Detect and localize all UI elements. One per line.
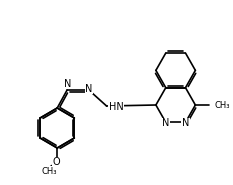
Text: N: N xyxy=(85,84,93,94)
Text: CH₃: CH₃ xyxy=(214,100,230,110)
Text: N: N xyxy=(182,118,189,128)
Text: CH₃: CH₃ xyxy=(41,166,57,176)
Text: O: O xyxy=(52,157,60,167)
Text: N: N xyxy=(64,79,72,89)
Text: HN: HN xyxy=(109,102,123,112)
Text: N: N xyxy=(162,118,169,128)
